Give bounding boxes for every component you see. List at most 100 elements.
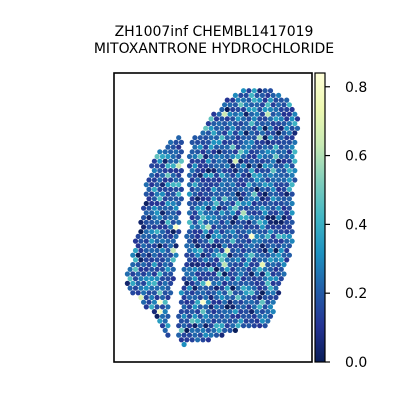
spot-point xyxy=(249,224,254,229)
spot-point xyxy=(246,276,251,281)
spot-point xyxy=(238,159,243,164)
spot-point xyxy=(198,239,203,244)
spot-point xyxy=(165,248,170,253)
spot-point xyxy=(260,281,265,286)
spot-point xyxy=(254,300,259,305)
spot-point xyxy=(146,253,151,258)
spot-point xyxy=(284,126,289,131)
spot-point xyxy=(192,333,197,338)
spot-point xyxy=(265,168,270,173)
spot-point xyxy=(146,281,151,286)
spot-point xyxy=(281,102,286,107)
spot-point xyxy=(168,177,173,182)
spot-point xyxy=(273,201,278,206)
spot-point xyxy=(252,126,257,131)
spot-point xyxy=(155,267,160,272)
spot-point xyxy=(273,126,278,131)
colorbar-ticks: 0.00.20.40.60.8 xyxy=(325,80,367,371)
spot-point xyxy=(279,135,284,140)
spot-point xyxy=(203,126,208,131)
spot-point xyxy=(263,182,268,187)
spot-point xyxy=(144,210,149,215)
spot-point xyxy=(233,243,238,248)
spot-point xyxy=(225,182,230,187)
spot-point xyxy=(238,102,243,107)
spot-point xyxy=(271,309,276,314)
spot-point xyxy=(155,286,160,291)
spot-point xyxy=(244,130,249,135)
spot-point xyxy=(157,159,162,164)
spot-point xyxy=(198,182,203,187)
spot-point xyxy=(179,196,184,201)
spot-point xyxy=(236,239,241,244)
spot-point xyxy=(236,163,241,168)
spot-point xyxy=(263,248,268,253)
spot-point xyxy=(225,173,230,178)
spot-point xyxy=(206,224,211,229)
spot-point xyxy=(246,135,251,140)
spot-point xyxy=(265,206,270,211)
spot-point xyxy=(214,314,219,319)
spot-point xyxy=(244,318,249,323)
spot-point xyxy=(209,154,214,159)
spot-point xyxy=(219,135,224,140)
spot-point xyxy=(284,229,289,234)
spot-point xyxy=(211,196,216,201)
spot-point xyxy=(273,182,278,187)
spot-point xyxy=(254,234,259,239)
spot-point xyxy=(254,112,259,117)
spot-point xyxy=(284,116,289,121)
spot-point xyxy=(195,206,200,211)
spot-point xyxy=(252,107,257,112)
spot-point xyxy=(144,192,149,197)
spot-point xyxy=(206,159,211,164)
spot-point xyxy=(238,93,243,98)
spot-point xyxy=(130,262,135,267)
spot-point xyxy=(281,112,286,117)
spot-point xyxy=(182,295,187,300)
spot-point xyxy=(276,187,281,192)
spot-point xyxy=(176,173,181,178)
spot-point xyxy=(219,333,224,338)
spot-point xyxy=(217,177,222,182)
spot-point xyxy=(290,201,295,206)
spot-point xyxy=(284,154,289,159)
spot-point xyxy=(192,192,197,197)
spot-point xyxy=(246,323,251,328)
spot-point xyxy=(219,201,224,206)
spot-point xyxy=(279,210,284,215)
spot-point xyxy=(192,276,197,281)
spot-point xyxy=(203,267,208,272)
spot-point xyxy=(225,286,230,291)
spot-point xyxy=(184,262,189,267)
spot-point xyxy=(254,130,259,135)
spot-point xyxy=(252,173,257,178)
spot-point xyxy=(173,243,178,248)
spot-point xyxy=(211,121,216,126)
spot-point xyxy=(290,107,295,112)
spot-point xyxy=(236,267,241,272)
spot-point xyxy=(163,309,168,314)
spot-point xyxy=(184,318,189,323)
spot-point xyxy=(146,234,151,239)
spot-point xyxy=(217,121,222,126)
spot-point xyxy=(241,116,246,121)
spot-point xyxy=(233,215,238,220)
spot-point xyxy=(211,281,216,286)
spot-point xyxy=(246,314,251,319)
spot-point xyxy=(214,192,219,197)
spot-point xyxy=(222,112,227,117)
spot-point xyxy=(292,177,297,182)
spot-point xyxy=(279,182,284,187)
spot-point xyxy=(165,304,170,309)
spot-point xyxy=(152,177,157,182)
spot-point xyxy=(195,309,200,314)
spot-point xyxy=(198,304,203,309)
spot-point xyxy=(230,276,235,281)
spot-point xyxy=(138,276,143,281)
spot-point xyxy=(249,140,254,145)
spot-point xyxy=(184,243,189,248)
spot-point xyxy=(287,187,292,192)
spot-point xyxy=(225,220,230,225)
spot-point xyxy=(211,224,216,229)
